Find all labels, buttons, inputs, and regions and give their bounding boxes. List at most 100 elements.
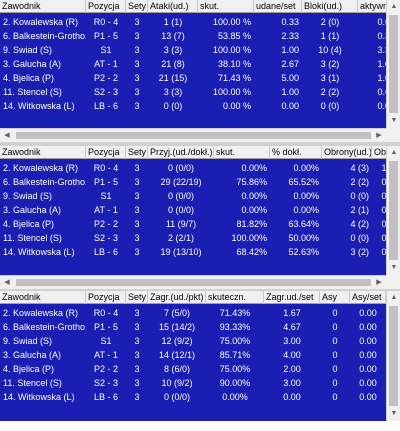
table-row[interactable]: 2. Kowalewska (R) R0 - 4 3 7 (5/0) 71.43% 1.6… (0, 307, 386, 319)
serve-column-header[interactable]: Zawodnik (0, 291, 86, 304)
serve-column-header[interactable]: Sety (128, 291, 148, 304)
attack-column-header[interactable]: Pozycja (86, 0, 126, 13)
table-cell: 3 (134, 87, 140, 97)
table-cell: 9. Swiad (S) (3, 45, 53, 55)
serve-column-header[interactable]: Pozycja (86, 291, 126, 304)
scroll-right-icon[interactable]: ▶ (376, 132, 382, 139)
table-cell: 2.00 (283, 364, 301, 374)
table-cell: S2 - 3 (93, 233, 118, 243)
attack-stats-grid[interactable]: Zawodnik Pozycja Sety Ataki(ud.) skut. udane/… (0, 0, 400, 142)
reception-column-header[interactable]: Przyj.(ud./dokł.) (150, 146, 214, 159)
table-row[interactable]: 2. Kowalewska (R) R0 - 4 3 0 (0/0) 0.00% 0.00… (0, 162, 399, 174)
table-cell: S2 - 3 (93, 87, 118, 97)
attack-column-header[interactable]: Ataki(ud.) (148, 0, 198, 13)
serve-column-header[interactable]: Zagr.ud./set (264, 291, 320, 304)
table-row[interactable]: 4. Bjelica (P) P2 - 2 3 11 (9/7) 81.82% 63.64… (0, 218, 399, 230)
attack-column-header[interactable]: Zawodnik (0, 0, 86, 13)
reception-column-header[interactable]: Pozycja (86, 146, 126, 159)
table-cell: 0 (332, 322, 338, 332)
table-row[interactable]: 9. Swiad (S) S1 3 12 (9/2) 75.00% 3.00 0 0.00 (0, 335, 386, 347)
serve-column-header[interactable]: Zagr.(ud./pkt) (148, 291, 206, 304)
attack-column-header[interactable]: udane/set (254, 0, 302, 13)
table-cell: P1 - 5 (93, 322, 118, 332)
table-row[interactable]: 11. Stencel (S) S2 - 3 3 10 (9/2) 90.00% 3.00… (0, 377, 386, 389)
table-row[interactable]: 3. Galucha (A) AT - 1 3 14 (12/1) 85.71% 4.00… (0, 349, 386, 361)
reception-column-header[interactable]: Zawodnik (0, 146, 86, 159)
table-cell: 2 (1) (350, 205, 369, 215)
reception-vertical-scroll-thumb[interactable] (389, 161, 398, 260)
table-cell: AT - 1 (94, 205, 118, 215)
table-cell: 3 (134, 364, 140, 374)
scroll-right-icon[interactable]: ▶ (376, 279, 382, 286)
table-cell: 0 (332, 378, 338, 388)
table-cell: 12 (9/2) (161, 336, 193, 346)
attack-column-header[interactable]: Bloki(ud.) (302, 0, 358, 13)
scroll-left-icon[interactable]: ◀ (4, 279, 10, 286)
table-cell: 0.00% (293, 191, 319, 201)
reception-column-header[interactable]: Sety (128, 146, 148, 159)
serve-column-header[interactable]: Asy/set (350, 291, 386, 304)
reception-column-header[interactable]: Obrony(ud.) (324, 146, 372, 159)
scroll-left-icon[interactable]: ◀ (4, 132, 10, 139)
table-row[interactable]: 6. Balkestein-Grotho... P1 - 5 3 15 (14/2) 9… (0, 321, 386, 333)
serve-vertical-scroll-thumb[interactable] (389, 306, 398, 406)
table-cell: 5.00 (281, 73, 299, 83)
scrollbar-corner (386, 128, 400, 142)
serve-column-header[interactable]: Asy (320, 291, 350, 304)
scroll-down-icon[interactable]: ▼ (390, 264, 398, 271)
reception-horizontal-scrollbar[interactable]: ◀ ▶ (0, 275, 386, 289)
reception-horizontal-scroll-thumb[interactable] (16, 279, 371, 286)
table-cell: P1 - 5 (93, 31, 118, 41)
table-cell: 3 (134, 59, 140, 69)
table-row[interactable]: 3. Galucha (A) AT - 1 3 0 (0/0) 0.00% 0.00% 2 … (0, 204, 399, 216)
table-cell: S1 (100, 191, 112, 201)
attack-horizontal-scrollbar[interactable]: ◀ ▶ (0, 128, 386, 142)
serve-vertical-scrollbar[interactable]: ▲ ▼ (386, 291, 400, 421)
table-cell: 21 (15) (158, 73, 188, 83)
scroll-up-icon[interactable]: ▲ (390, 149, 398, 156)
table-row[interactable]: 6. Balkestein-Grotho... P1 - 5 3 13 (7) 53.8… (0, 30, 395, 42)
attack-horizontal-scroll-thumb[interactable] (16, 132, 371, 139)
table-row[interactable]: 14. Witkowska (L) LB - 6 3 19 (13/10) 68.42%… (0, 246, 399, 258)
attack-vertical-scrollbar[interactable]: ▲ ▼ (386, 0, 400, 128)
table-cell: 3. Galucha (A) (3, 350, 62, 360)
table-cell: 0 (0/0) (163, 392, 190, 402)
attack-vertical-scroll-thumb[interactable] (389, 15, 398, 113)
attack-column-header[interactable]: skut. (198, 0, 254, 13)
table-cell: 3 (134, 31, 140, 41)
table-cell: AT - 1 (94, 59, 118, 69)
table-row[interactable]: 4. Bjelica (P) P2 - 2 3 8 (6/0) 75.00% 2.00 0 0… (0, 363, 386, 375)
serve-column-header[interactable]: skuteczn. (206, 291, 264, 304)
table-row[interactable]: 3. Galucha (A) AT - 1 3 21 (8) 38.10 % 2.67 3 … (0, 58, 395, 70)
table-cell: LB - 6 (93, 392, 118, 402)
serve-stats-grid[interactable]: Zawodnik Pozycja Sety Zagr.(ud./pkt) skutecz… (0, 291, 400, 431)
table-cell: 0.00% (293, 163, 319, 173)
table-cell: 4.67 (283, 322, 301, 332)
scroll-up-icon[interactable]: ▲ (390, 294, 398, 301)
table-cell: 3 (134, 101, 140, 111)
table-cell: 3. Galucha (A) (3, 205, 62, 215)
reception-column-header[interactable]: skut. (214, 146, 270, 159)
table-cell: 4 (3) (350, 163, 369, 173)
table-cell: 3 (134, 308, 140, 318)
table-row[interactable]: 2. Kowalewska (R) R0 - 4 3 1 (1) 100.00 % 0.3… (0, 16, 395, 28)
table-row[interactable]: 4. Bjelica (P) P2 - 2 3 21 (15) 71.43 % 5.00 3… (0, 72, 395, 84)
table-cell: 0.00 (359, 378, 377, 388)
table-row[interactable]: 11. Stencel (S) S2 - 3 3 3 (3) 100.00 % 1.00 2… (0, 86, 395, 98)
reception-column-header[interactable]: % dokł. (270, 146, 322, 159)
scroll-up-icon[interactable]: ▲ (390, 3, 398, 10)
scroll-down-icon[interactable]: ▼ (390, 410, 398, 417)
scroll-down-icon[interactable]: ▼ (390, 117, 398, 124)
table-cell: 71.43 % (217, 73, 251, 83)
table-row[interactable]: 11. Stencel (S) S2 - 3 3 2 (2/1) 100.00% 50.0… (0, 232, 399, 244)
table-row[interactable]: 6. Balkestein-Grotho... P1 - 5 3 29 (22/19)… (0, 176, 399, 188)
table-cell: 0.00% (241, 191, 267, 201)
table-cell: 75.00% (219, 336, 251, 346)
table-row[interactable]: 14. Witkowska (L) LB - 6 3 0 (0) 0.00 % 0.00 0… (0, 100, 395, 112)
table-row[interactable]: 14. Witkowska (L) LB - 6 3 0 (0/0) 0.00% 0.00… (0, 391, 386, 403)
attack-column-header[interactable]: Sety (128, 0, 148, 13)
reception-stats-grid[interactable]: Zawodnik Pozycja Sety Przyj.(ud./dokł.) skut… (0, 146, 400, 289)
reception-vertical-scrollbar[interactable]: ▲ ▼ (386, 146, 400, 275)
